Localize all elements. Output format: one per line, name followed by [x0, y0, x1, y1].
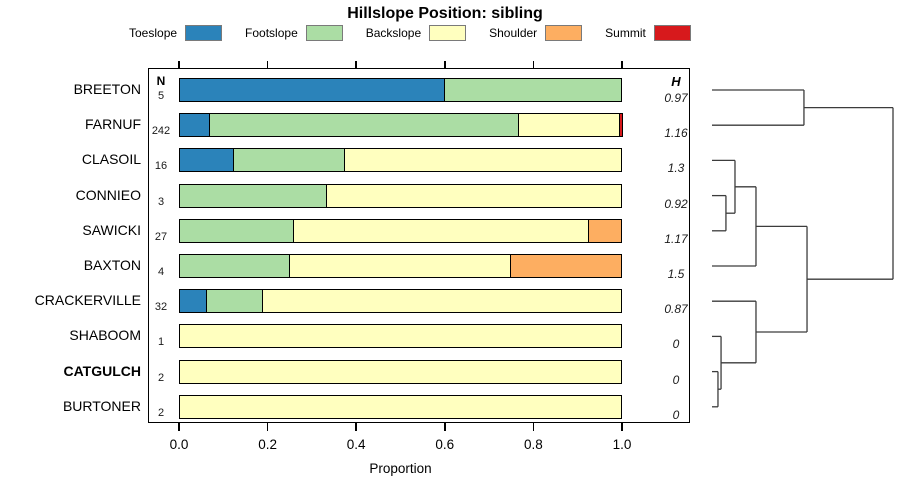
row-label-baxton: BAXTON [83, 257, 141, 273]
row-label-connieo: CONNIEO [75, 186, 141, 203]
x-axis-label: Proportion [369, 461, 432, 476]
legend-item-backslope: Backslope [365, 25, 467, 41]
bar-segment-toeslope [179, 289, 207, 314]
bar-segment-backslope [263, 289, 622, 314]
legend-label-toeslope: Toeslope [129, 26, 178, 40]
x-tick-label: 0.4 [346, 437, 366, 452]
bar-segment-backslope [345, 148, 622, 173]
n-value: 16 [154, 160, 168, 173]
x-tick-label: 0.0 [169, 437, 189, 452]
h-value: 0.87 [664, 302, 688, 317]
x-tick-bottom [444, 423, 446, 431]
n-value: 242 [151, 125, 171, 138]
row-label-breeton: BREETON [73, 81, 141, 97]
row-label-burtoner: BURTONER [62, 397, 141, 414]
h-value: 1.3 [667, 161, 685, 176]
h-value: 1.5 [667, 267, 685, 281]
bar-segment-summit [620, 113, 624, 138]
x-tick-bottom [266, 423, 269, 431]
x-tick-label: 0.8 [524, 437, 543, 452]
chart-title: Hillslope Position: sibling [347, 5, 543, 22]
bar-segment-toeslope [179, 78, 445, 102]
h-column-header: H [671, 74, 681, 89]
bar-segment-footslope [179, 218, 294, 243]
h-value: 0 [672, 407, 680, 422]
bar-segment-backslope [179, 394, 622, 419]
bar-segment-backslope [179, 359, 622, 384]
h-value: 0 [672, 337, 680, 352]
legend-item-shoulder: Shoulder [489, 25, 583, 41]
n-value: 4 [157, 266, 165, 278]
n-value: 1 [157, 336, 165, 349]
legend-item-footslope: Footslope [245, 25, 343, 41]
row-label-crackerville: CRACKERVILLE [34, 292, 141, 309]
bar-segment-backslope [326, 183, 622, 208]
x-tick-label: 0.6 [435, 437, 455, 452]
bar-segment-backslope [519, 113, 621, 138]
n-value: 3 [157, 195, 165, 208]
row-label-farnuf: FARNUF [85, 116, 141, 133]
legend-swatch-shoulder [545, 25, 583, 41]
bar-segment-toeslope [179, 113, 210, 138]
legend-swatch-toeslope [185, 25, 223, 41]
legend-item-toeslope: Toeslope [129, 25, 223, 41]
legend-label-summit: Summit [605, 26, 646, 40]
h-value: 0.92 [664, 196, 688, 211]
x-tick-top [621, 61, 623, 68]
bar-segment-shoulder [589, 218, 622, 243]
n-value: 5 [157, 90, 165, 102]
legend-label-footslope: Footslope [245, 26, 298, 40]
legend-label-shoulder: Shoulder [489, 26, 538, 40]
x-tick-top [266, 61, 269, 68]
bar-segment-footslope [234, 148, 346, 173]
x-tick-label: 1.0 [612, 437, 632, 452]
x-tick-bottom [178, 423, 180, 431]
bar-segment-backslope [289, 254, 512, 278]
bar-segment-footslope [179, 254, 290, 278]
bar-segment-footslope [206, 289, 264, 314]
row-label-clasoil: CLASOIL [81, 151, 141, 168]
legend-swatch-footslope [305, 25, 343, 41]
x-tick-top [355, 61, 357, 68]
n-value: 32 [154, 301, 168, 314]
bar-segment-footslope [444, 78, 622, 102]
bar-segment-backslope [293, 218, 590, 243]
row-label-catgulch: CATGULCH [63, 362, 141, 379]
x-tick-label: 0.2 [258, 437, 277, 452]
h-value: 0 [672, 372, 680, 387]
bar-segment-footslope [179, 183, 327, 208]
x-tick-top [178, 61, 180, 68]
bar-segment-footslope [210, 113, 520, 138]
n-value: 27 [154, 230, 168, 243]
n-value: 2 [157, 371, 165, 384]
h-value: 1.16 [664, 126, 688, 141]
h-value: 0.97 [664, 91, 688, 105]
n-value: 2 [157, 406, 165, 419]
n-column-header: N [156, 74, 166, 88]
x-tick-bottom [621, 423, 623, 431]
x-tick-bottom [532, 423, 535, 431]
legend-swatch-backslope [429, 25, 467, 41]
bar-segment-backslope [179, 324, 622, 349]
x-tick-top [532, 61, 535, 68]
h-value: 1.17 [664, 231, 688, 246]
bar-segment-shoulder [511, 254, 622, 278]
legend-item-summit: Summit [605, 25, 691, 41]
x-tick-top [444, 61, 446, 68]
row-label-shaboom: SHABOOM [69, 327, 141, 344]
plot-box [148, 68, 690, 423]
bar-segment-toeslope [179, 148, 235, 173]
legend: Toeslope Footslope Backslope Shoulder Summit [129, 25, 691, 41]
legend-swatch-summit [653, 25, 691, 41]
legend-label-backslope: Backslope [365, 26, 422, 40]
row-label-sawicki: SAWICKI [82, 221, 141, 238]
x-tick-bottom [355, 423, 357, 431]
